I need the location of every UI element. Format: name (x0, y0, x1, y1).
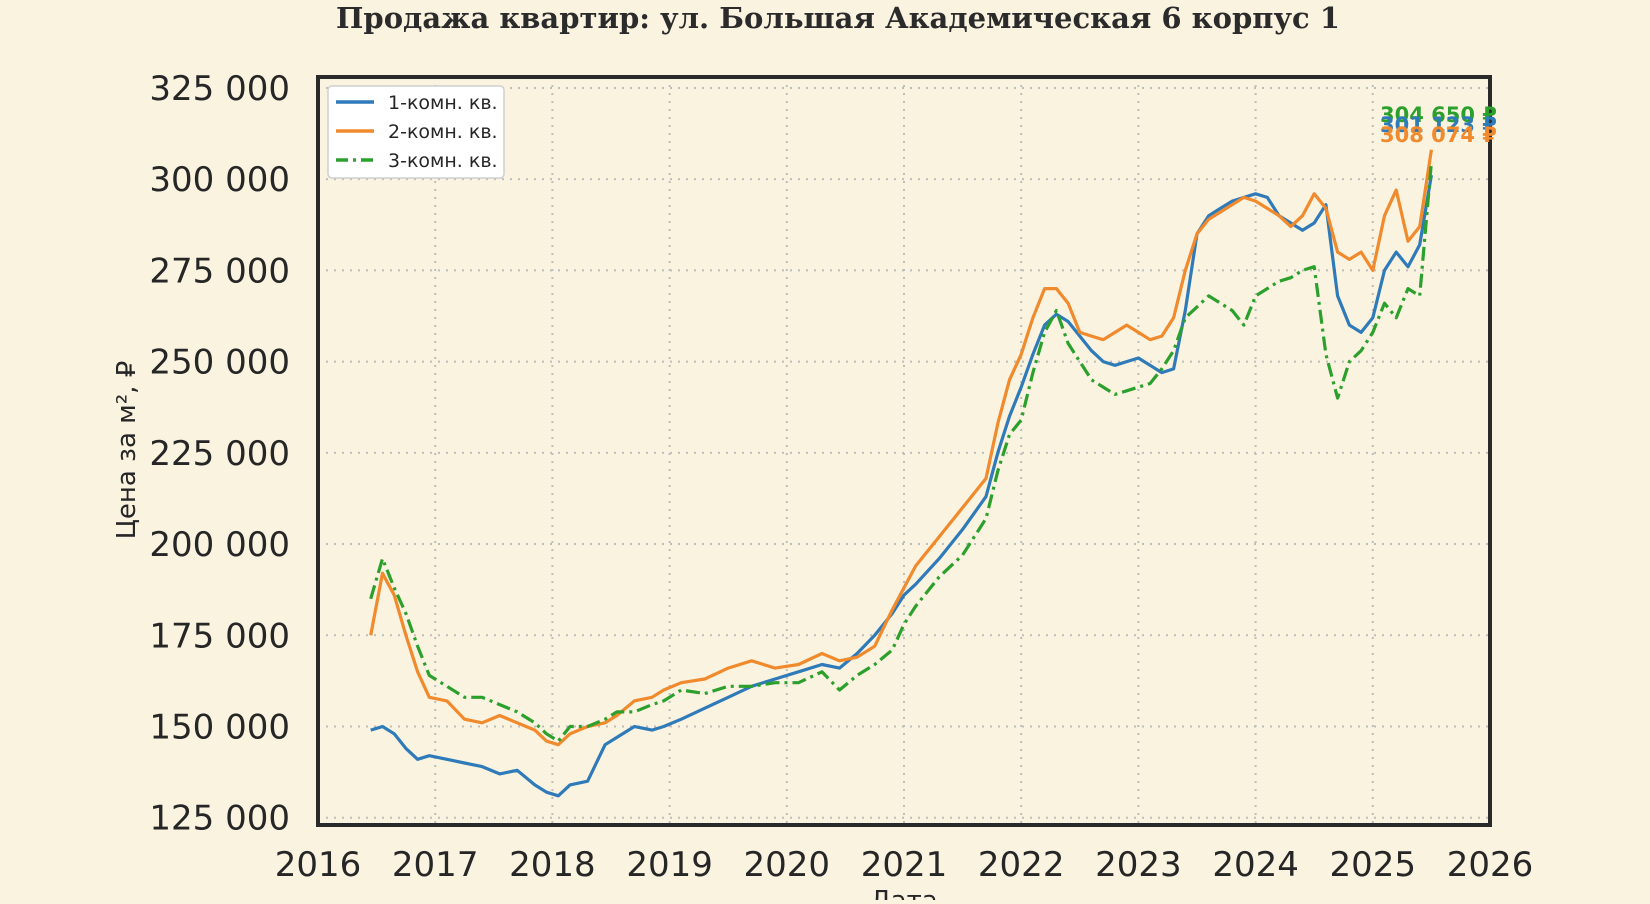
series-line-1 (370, 174, 1433, 798)
end-labels: 304 650 ₽301 123 ₽308 074 ₽ (1380, 103, 1497, 147)
grid (317, 77, 1491, 825)
x-tick-label: 2026 (1447, 845, 1534, 885)
end-value-label-1: 301 123 ₽ (1380, 113, 1497, 137)
x-axis-label: Дата (870, 886, 937, 900)
y-axis-ticks: 125 000 150 000 175 000 200 000 225 000 250 0… (149, 69, 290, 839)
series-line-3 (369, 162, 1433, 743)
end-value-label-3: 304 650 ₽ (1380, 103, 1497, 127)
chart-title: Продажа квартир: ул. Большая Академическ… (336, 1, 1340, 35)
x-tick-label: 2020 (744, 845, 831, 885)
x-tick-label: 2018 (509, 845, 596, 885)
y-tick-label: 175 000 (149, 616, 290, 656)
x-tick-label: 2021 (861, 845, 948, 885)
x-tick-label: 2017 (392, 845, 479, 885)
x-tick-label: 2024 (1212, 845, 1299, 885)
y-tick-label: 250 000 (149, 343, 290, 383)
x-tick-label: 2016 (275, 845, 362, 885)
x-tick-label: 2023 (1095, 845, 1182, 885)
x-tick-label: 2019 (626, 845, 713, 885)
series-line-2 (369, 149, 1433, 747)
end-value-label-2: 308 074 ₽ (1380, 123, 1497, 147)
x-tick-label: 2025 (1330, 845, 1417, 885)
y-tick-label: 125 000 (149, 799, 290, 839)
legend-label-1: 1-комн. кв. (388, 92, 498, 114)
plot-frame (316, 75, 1492, 827)
y-tick-label: 150 000 (149, 707, 290, 747)
y-tick-label: 300 000 (149, 160, 290, 200)
x-tick-label: 2022 (978, 845, 1065, 885)
y-tick-label: 225 000 (149, 434, 290, 474)
legend: 1-комн. кв. 2-комн. кв. 3-комн. кв. (327, 85, 505, 179)
legend-label-2: 2-комн. кв. (388, 121, 498, 143)
legend-label-3: 3-комн. кв. (388, 150, 498, 172)
y-tick-label: 325 000 (149, 69, 290, 109)
y-tick-label: 200 000 (149, 525, 290, 565)
y-axis-label: Цена за м², ₽ (112, 361, 142, 540)
y-tick-label: 275 000 (149, 251, 290, 291)
legend-box (327, 85, 505, 179)
series-group (369, 149, 1433, 798)
x-axis-ticks: 2016 2017 2018 2019 2020 2021 2022 2023 2024 2025… (275, 845, 1534, 885)
